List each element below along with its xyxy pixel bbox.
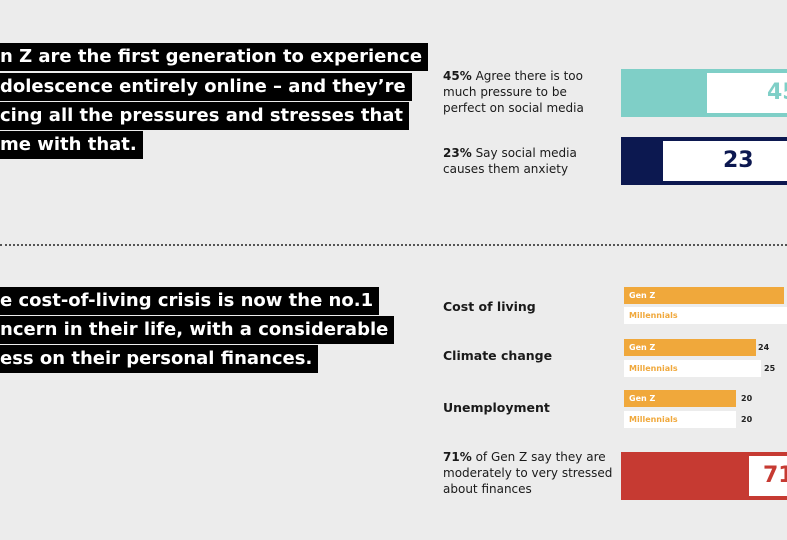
stat-finance-percent: 71% xyxy=(443,450,472,464)
stat-pressure-percent: 45% xyxy=(443,69,472,83)
headline-finance-line-3: ess on their personal finances. xyxy=(0,345,319,373)
bar-millennials-climate-change: Millennials xyxy=(624,360,761,377)
stat-anxiety-bar: 23 xyxy=(621,137,787,185)
stat-anxiety-value: 23 xyxy=(723,148,754,173)
stat-pressure-value: 45 xyxy=(767,80,787,105)
stat-pressure-text: 45% Agree there is too much pressure to … xyxy=(443,68,613,116)
bar-millennials-unemployment: Millennials xyxy=(624,411,736,428)
value-millennials-unemployment: 20 xyxy=(741,415,753,424)
headline-social-line-1: n Z are the first generation to experien… xyxy=(0,43,429,71)
headline-finance-line-2: ncern in their life, with a considerable xyxy=(0,316,395,344)
value-genz-climate-change: 24 xyxy=(758,343,770,352)
stat-finance-value: 71 xyxy=(763,463,787,488)
stat-anxiety-label: Say social media causes them anxiety xyxy=(443,146,577,176)
stat-finance-bar: 71 xyxy=(621,452,787,500)
stat-finance-label: of Gen Z say they are moderately to very… xyxy=(443,450,613,496)
concern-label-climate-change: Climate change xyxy=(443,348,553,363)
bar-millennials-cost-of-living: Millennials xyxy=(624,307,787,324)
section-divider xyxy=(0,244,787,246)
value-millennials-climate-change: 25 xyxy=(764,364,776,373)
bar-genz-climate-change: Gen Z xyxy=(624,339,756,356)
bar-genz-unemployment: Gen Z xyxy=(624,390,736,407)
headline-finance-line-1: e cost-of-living crisis is now the no.1 xyxy=(0,287,380,315)
concern-label-unemployment: Unemployment xyxy=(443,400,550,415)
bar-genz-cost-of-living: Gen Z xyxy=(624,287,784,304)
stat-pressure-bar: 45 xyxy=(621,69,787,117)
headline-social-line-4: me with that. xyxy=(0,131,143,159)
stat-finance-text: 71% of Gen Z say they are moderately to … xyxy=(443,449,613,497)
headline-social-line-2: dolescence entirely online – and they’re xyxy=(0,73,412,101)
concern-label-cost-of-living: Cost of living xyxy=(443,299,536,314)
stat-anxiety-percent: 23% xyxy=(443,146,472,160)
value-genz-unemployment: 20 xyxy=(741,394,753,403)
headline-social-line-3: cing all the pressures and stresses that xyxy=(0,102,410,130)
stat-anxiety-text: 23% Say social media causes them anxiety xyxy=(443,145,613,177)
stat-pressure-label: Agree there is too much pressure to be p… xyxy=(443,69,584,115)
